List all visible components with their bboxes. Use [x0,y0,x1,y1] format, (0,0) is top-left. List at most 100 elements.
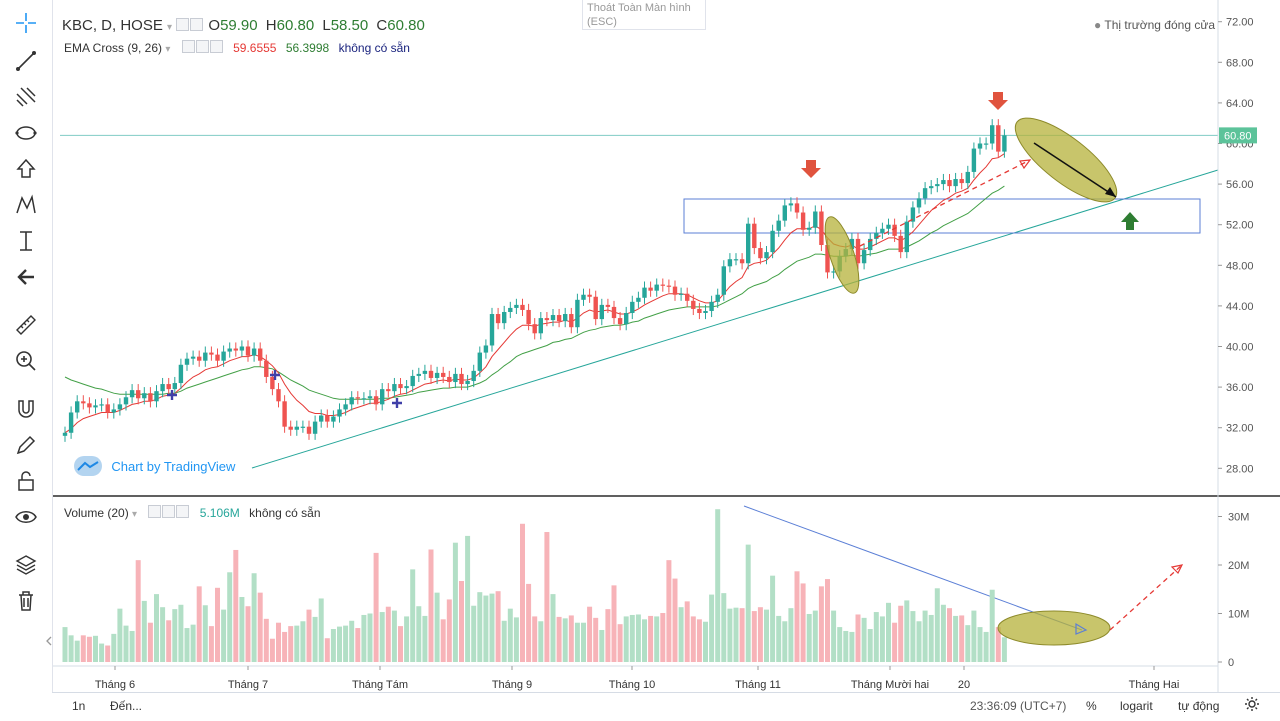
volume-bar [928,614,934,662]
volume-bar [227,572,233,662]
volume-bar [733,607,739,662]
candle-body [142,393,147,399]
candle-body [617,318,623,325]
last-price-tag [1219,127,1257,144]
candle-body [111,409,116,413]
candle-body [697,308,702,314]
candle-body [953,179,958,187]
volume-bar [440,619,446,662]
back-arrow-icon[interactable] [10,262,42,292]
exit-fullscreen-button[interactable]: Thoát Toàn Màn hình (ESC) [582,0,706,30]
volume-bar [867,629,873,662]
candle-body [800,212,806,230]
trend-line-icon[interactable] [10,46,42,76]
candle-body [233,348,238,351]
volume-bar [904,600,910,662]
candle-body [660,284,665,286]
crosshair-icon[interactable] [10,8,42,38]
ellipse-icon[interactable] [10,118,42,148]
ema-na-label: không có sẵn [338,41,410,55]
log-button[interactable]: logarit [1120,699,1153,713]
chart-canvas[interactable]: 72.0068.0064.0060.0056.0052.0048.0044.00… [52,0,1280,692]
gear-icon[interactable] [1244,696,1260,715]
volume-bar [922,610,928,662]
ema-remove-icon[interactable] [209,40,223,53]
low-value: 58.50 [330,17,369,34]
measure-range-icon[interactable] [10,226,42,256]
candle-body [752,223,757,249]
volume-dropdown-icon[interactable]: ▾ [132,509,138,520]
volume-arrowhead [1075,622,1088,635]
lock-icon[interactable] [10,466,42,496]
candle-body [916,198,922,208]
candle-body [197,356,202,361]
candle-body [337,409,342,417]
percent-button[interactable]: % [1086,699,1097,713]
volume-bar [489,593,495,662]
zoom-icon[interactable] [10,346,42,376]
candle-body [556,315,562,322]
candle-body [251,348,257,356]
candle-body [593,296,598,320]
candle-body [666,285,672,287]
volume-bar [68,635,74,662]
volume-bar [93,635,98,662]
dashed-arrowhead [1019,159,1032,170]
candle-body [136,390,141,399]
volume-bar [660,613,666,662]
volume-bar [269,638,275,662]
ema-dropdown-icon[interactable]: ▾ [165,44,171,55]
volume-bar [446,599,452,662]
stay-drawing-icon[interactable] [10,430,42,460]
ema-fast-value: 59.6555 [233,41,277,55]
close-value: 60.80 [387,17,425,34]
candle-body [172,383,177,390]
volume-settings-icon[interactable] [148,505,162,518]
volume-hide-icon[interactable] [162,505,176,518]
volume-bar [233,549,239,662]
watermark[interactable]: Chart by TradingView [74,456,235,476]
candle-body [550,315,556,321]
ema-legend[interactable]: EMA Cross (9, 26) ▾ 59.6555 56.3998 khôn… [64,40,410,55]
layers-icon[interactable] [10,550,42,580]
ema-settings-icon[interactable] [181,40,195,53]
pattern-icon[interactable] [10,190,42,220]
symbol-legend[interactable]: KBC, D, HOSE ▾ O59.90 H60.80 L58.50 C60.… [62,17,425,34]
candle-body [959,179,964,184]
volume-bar [294,625,300,662]
candle-body [721,266,726,295]
volume-bar [398,626,403,662]
volume-bar [202,605,208,662]
pitchfork-icon[interactable] [10,82,42,112]
candle-body [221,351,226,361]
volume-bar [135,560,141,662]
settings-icon[interactable] [176,18,190,31]
legend-dropdown-icon[interactable]: ▾ [167,22,173,33]
volume-bar [501,620,507,662]
interval-button[interactable]: 1n [72,699,86,713]
volume-bar [526,583,532,662]
price-tick-label: 64.00 [1226,98,1254,110]
collapse-toolbar-icon[interactable] [44,626,54,656]
auto-button[interactable]: tự động [1178,699,1220,713]
trash-icon[interactable] [10,586,42,616]
goto-button[interactable]: Đến... [110,699,143,713]
volume-bar [654,616,660,662]
arrow-up-shape-icon[interactable] [10,154,42,184]
candle-body [733,259,739,261]
tradingview-logo-icon [74,456,102,476]
ruler-icon[interactable] [10,310,42,340]
volume-legend[interactable]: Volume (20) ▾ 5.106M không có sẵn [64,505,321,520]
magnet-icon[interactable] [10,394,42,424]
hide-icon[interactable] [190,18,204,31]
candle-body [459,373,464,385]
down-arrow-icon [801,160,821,178]
candle-body [68,412,74,433]
volume-remove-icon[interactable] [176,505,190,518]
volume-bar [721,593,727,662]
volume-name: Volume (20) [64,506,129,520]
eye-icon[interactable] [10,502,42,532]
candle-body [203,352,208,361]
volume-bar [971,610,977,662]
ema-hide-icon[interactable] [195,40,209,53]
